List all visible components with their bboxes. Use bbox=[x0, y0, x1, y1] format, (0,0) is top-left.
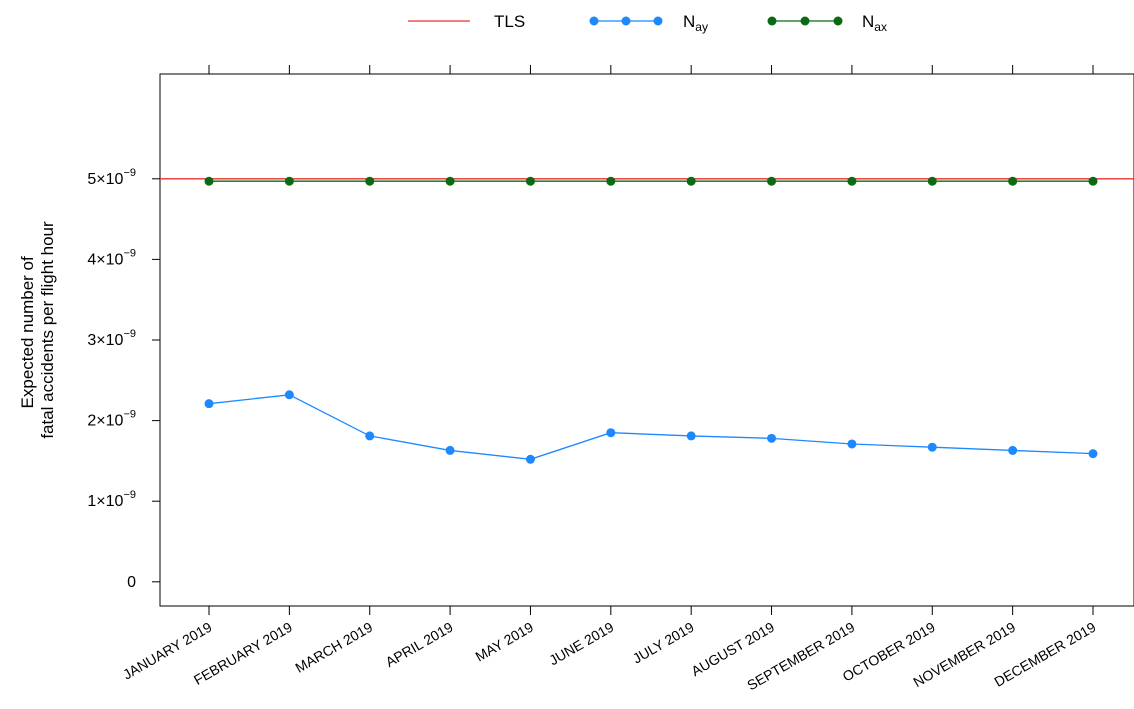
y-tick-label-3: 3×10−9 bbox=[87, 328, 136, 349]
x-tick-label-6: JULY 2019 bbox=[630, 619, 697, 667]
y-axis-label-line-2: fatal accidents per flight hour bbox=[38, 221, 57, 439]
series-nax-point-0 bbox=[204, 176, 214, 186]
y-tick-label-0: 0 bbox=[127, 574, 136, 591]
series-nay-line bbox=[208, 394, 1094, 460]
series-nax-point-4 bbox=[525, 176, 535, 186]
x-tick-label-2: MARCH 2019 bbox=[292, 619, 375, 676]
series-nay-point-8 bbox=[847, 439, 857, 449]
series-nax-point-8 bbox=[847, 176, 857, 186]
x-tick-label-4: MAY 2019 bbox=[472, 619, 536, 665]
legend-marker-nax-2 bbox=[833, 16, 843, 26]
y-axis-label-line-1: Expected number of bbox=[18, 256, 37, 408]
series-nay-point-7 bbox=[767, 433, 777, 443]
y-tick-label-2: 2×10−9 bbox=[87, 409, 136, 430]
legend-marker-nay-1 bbox=[621, 16, 631, 26]
series-nay-point-2 bbox=[365, 431, 375, 441]
series-nax-point-3 bbox=[445, 176, 455, 186]
series-nax-point-6 bbox=[686, 176, 696, 186]
legend-marker-nay-0 bbox=[589, 16, 599, 26]
series-nay-point-3 bbox=[445, 445, 455, 455]
series-nay-point-9 bbox=[927, 442, 937, 452]
x-tick-label-5: JUNE 2019 bbox=[546, 619, 616, 669]
series-nay-point-4 bbox=[525, 454, 535, 464]
legend-label-nay: Nay bbox=[683, 12, 708, 34]
series-nay-point-0 bbox=[204, 399, 214, 409]
legend: TLS Nay Nax bbox=[408, 12, 887, 34]
series-nay-point-11 bbox=[1088, 449, 1098, 459]
legend-marker-nax-1 bbox=[800, 16, 810, 26]
series-nax-point-9 bbox=[927, 176, 937, 186]
y-tick-label-5: 5×10−9 bbox=[87, 167, 136, 188]
series-nax-point-11 bbox=[1088, 176, 1098, 186]
legend-marker-nay-2 bbox=[653, 16, 663, 26]
series-nax-point-5 bbox=[606, 176, 616, 186]
legend-marker-nax-0 bbox=[767, 16, 777, 26]
y-axis-label: Expected number of fatal accidents per f… bbox=[18, 221, 57, 439]
series-nay-point-5 bbox=[606, 428, 616, 438]
series-nax-point-10 bbox=[1008, 176, 1018, 186]
series-nay-point-10 bbox=[1008, 445, 1018, 455]
series-nay bbox=[204, 390, 1098, 464]
series-nax-point-7 bbox=[767, 176, 777, 186]
series-nax-point-1 bbox=[284, 176, 294, 186]
series-nax-point-2 bbox=[365, 176, 375, 186]
series-nax bbox=[204, 176, 1098, 186]
series-nay-point-6 bbox=[686, 431, 696, 441]
y-tick-label-1: 1×10−9 bbox=[87, 489, 136, 510]
legend-label-nax: Nax bbox=[862, 12, 887, 34]
plot-frame bbox=[159, 73, 1134, 607]
series-layer bbox=[160, 176, 1134, 464]
x-tick-label-3: APRIL 2019 bbox=[383, 619, 456, 670]
y-axis: 0 1×10−9 2×10−9 3×10−9 4×10−9 5×10−9 bbox=[87, 167, 160, 591]
legend-label-tls: TLS bbox=[494, 12, 525, 31]
series-nay-point-1 bbox=[284, 390, 294, 400]
y-tick-label-4: 4×10−9 bbox=[87, 247, 136, 268]
